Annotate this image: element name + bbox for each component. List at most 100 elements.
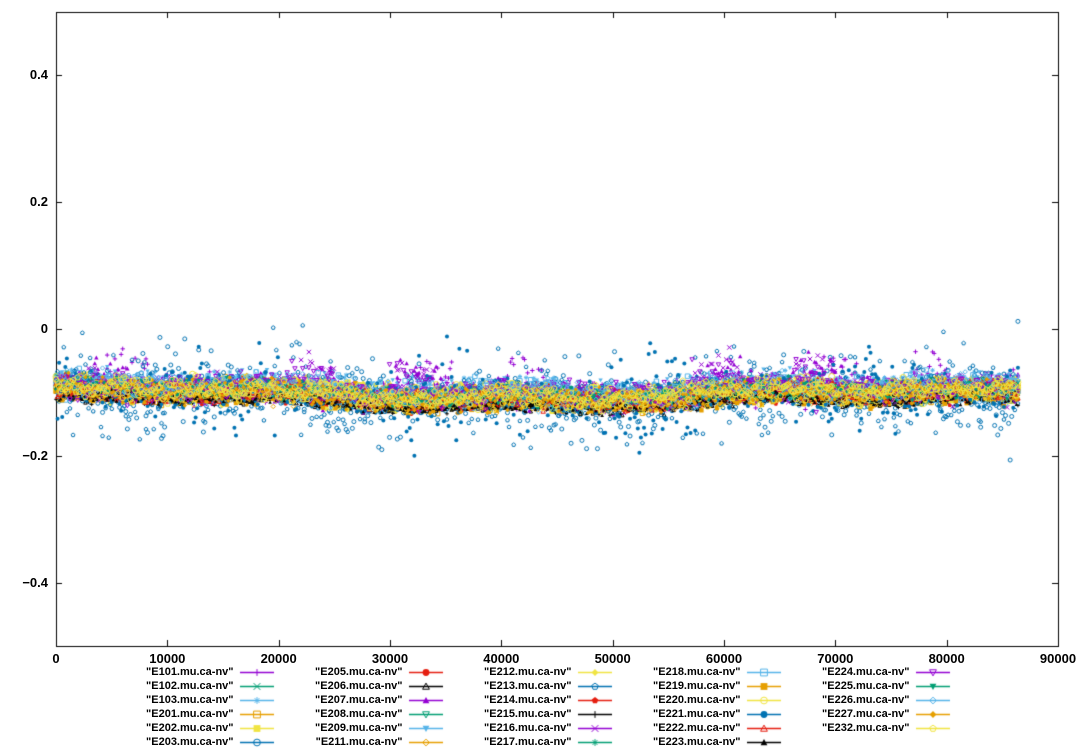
legend-item: "E217.mu.ca-nv" (468, 735, 613, 749)
legend-item-label: "E227.mu.ca-nv" (822, 708, 910, 720)
legend-item-label: "E226.mu.ca-nv" (822, 694, 910, 706)
legend-item-sample-marker (576, 693, 613, 707)
x-tick-label: 60000 (705, 651, 743, 666)
legend-item-sample-marker (914, 665, 951, 679)
legend: "E101.mu.ca-nv" "E102.mu.ca-nv" "E103.mu.c… (0, 665, 1080, 749)
x-tick-label: 0 (52, 651, 60, 666)
legend-item-sample-marker (745, 679, 782, 693)
x-tick-label: 10000 (149, 651, 186, 666)
legend-item-sample-marker (576, 721, 613, 735)
legend-item-label: "E219.mu.ca-nv" (653, 680, 741, 692)
legend-item-label: "E206.mu.ca-nv" (315, 680, 403, 692)
legend-item-sample-marker (914, 679, 951, 693)
legend-item-label: "E218.mu.ca-nv" (653, 666, 741, 678)
legend-item-sample-marker (238, 693, 275, 707)
legend-item: "E205.mu.ca-nv" (299, 665, 444, 679)
legend-item: "E216.mu.ca-nv" (468, 721, 613, 735)
x-tick-label: 40000 (483, 651, 520, 666)
y-tick-label: −0.4 (22, 574, 48, 590)
legend-item: "E203.mu.ca-nv" (130, 735, 275, 749)
legend-item: "E212.mu.ca-nv" (468, 665, 613, 679)
legend-item-sample-marker (745, 707, 782, 721)
legend-item-label: "E214.mu.ca-nv" (484, 694, 572, 706)
legend-item-label: "E205.mu.ca-nv" (315, 666, 403, 678)
x-tick-label: 20000 (260, 651, 297, 666)
legend-item-label: "E209.mu.ca-nv" (315, 722, 403, 734)
legend-item-label: "E102.mu.ca-nv" (146, 680, 234, 692)
legend-item-label: "E225.mu.ca-nv" (822, 680, 910, 692)
legend-item-label: "E208.mu.ca-nv" (315, 708, 403, 720)
x-tick-label: 50000 (594, 651, 631, 666)
legend-item: "E214.mu.ca-nv" (468, 693, 613, 707)
legend-column: "E205.mu.ca-nv" "E206.mu.ca-nv" "E207.mu.c… (299, 665, 444, 749)
legend-item: "E224.mu.ca-nv" (806, 665, 951, 679)
legend-item: "E226.mu.ca-nv" (806, 693, 951, 707)
legend-item-sample-marker (745, 693, 782, 707)
legend-item-sample-marker (407, 721, 444, 735)
legend-item-sample-marker (914, 721, 951, 735)
legend-column: "E212.mu.ca-nv" "E213.mu.ca-nv" "E214.mu.c… (468, 665, 613, 749)
legend-item-label: "E217.mu.ca-nv" (484, 736, 572, 748)
legend-item: "E202.mu.ca-nv" (130, 721, 275, 735)
legend-item-label: "E215.mu.ca-nv" (484, 708, 572, 720)
legend-item-sample-marker (407, 665, 444, 679)
legend-item-label: "E201.mu.ca-nv" (146, 708, 234, 720)
legend-item: "E218.mu.ca-nv" (637, 665, 782, 679)
legend-item-label: "E211.mu.ca-nv" (315, 736, 403, 748)
legend-item-label: "E216.mu.ca-nv" (484, 722, 572, 734)
legend-item-sample-marker (407, 679, 444, 693)
legend-item: "E208.mu.ca-nv" (299, 707, 444, 721)
legend-item-sample-marker (407, 707, 444, 721)
legend-item-label: "E220.mu.ca-nv" (653, 694, 741, 706)
legend-item-label: "E101.mu.ca-nv" (146, 666, 234, 678)
legend-item: "E215.mu.ca-nv" (468, 707, 613, 721)
legend-item-label: "E103.mu.ca-nv" (146, 694, 234, 706)
legend-item-label: "E213.mu.ca-nv" (484, 680, 572, 692)
legend-item-label: "E223.mu.ca-nv" (653, 736, 741, 748)
y-tick-label: −0.2 (22, 447, 48, 463)
legend-item-sample-marker (238, 665, 275, 679)
legend-item: "E209.mu.ca-nv" (299, 721, 444, 735)
x-tick-label: 30000 (371, 651, 409, 666)
legend-item: "E222.mu.ca-nv" (637, 721, 782, 735)
legend-item-sample-marker (576, 735, 613, 749)
legend-item-sample-marker (576, 679, 613, 693)
legend-item-sample-marker (238, 735, 275, 749)
legend-column: "E224.mu.ca-nv" "E225.mu.ca-nv" "E226.mu.c… (806, 665, 951, 749)
legend-item-sample-marker (407, 693, 444, 707)
legend-item: "E201.mu.ca-nv" (130, 707, 275, 721)
legend-item: "E227.mu.ca-nv" (806, 707, 951, 721)
y-tick-label: 0.2 (29, 194, 48, 210)
legend-item-label: "E203.mu.ca-nv" (146, 736, 234, 748)
y-tick-label: 0 (40, 321, 48, 336)
legend-item: "E213.mu.ca-nv" (468, 679, 613, 693)
chart-canvas (0, 0, 1080, 660)
legend-item: "E206.mu.ca-nv" (299, 679, 444, 693)
legend-item-label: "E221.mu.ca-nv" (653, 708, 741, 720)
x-tick-label: 90000 (1039, 651, 1077, 666)
legend-item-sample-marker (745, 721, 782, 735)
y-tick-label: 0.4 (29, 67, 48, 83)
legend-item-label: "E232.mu.ca-nv" (822, 722, 910, 734)
legend-item: "E221.mu.ca-nv" (637, 707, 782, 721)
legend-column: "E101.mu.ca-nv" "E102.mu.ca-nv" "E103.mu.c… (130, 665, 275, 749)
legend-item: "E211.mu.ca-nv" (299, 735, 444, 749)
legend-item-sample-marker (238, 679, 275, 693)
legend-item: "E232.mu.ca-nv" (806, 721, 951, 735)
legend-item-label: "E224.mu.ca-nv" (822, 666, 910, 678)
legend-item-sample-marker (238, 707, 275, 721)
x-tick-label: 80000 (928, 651, 965, 666)
legend-item: "E223.mu.ca-nv" (637, 735, 782, 749)
legend-item: "E225.mu.ca-nv" (806, 679, 951, 693)
legend-item: "E220.mu.ca-nv" (637, 693, 782, 707)
x-tick-label: 70000 (817, 651, 854, 666)
legend-column: "E218.mu.ca-nv" "E219.mu.ca-nv" "E220.mu.c… (637, 665, 782, 749)
legend-item: "E219.mu.ca-nv" (637, 679, 782, 693)
legend-item-sample-marker (914, 693, 951, 707)
legend-item-sample-marker (914, 707, 951, 721)
legend-item-sample-marker (407, 735, 444, 749)
legend-item: "E101.mu.ca-nv" (130, 665, 275, 679)
legend-item-label: "E207.mu.ca-nv" (315, 694, 403, 706)
legend-item-sample-marker (745, 665, 782, 679)
